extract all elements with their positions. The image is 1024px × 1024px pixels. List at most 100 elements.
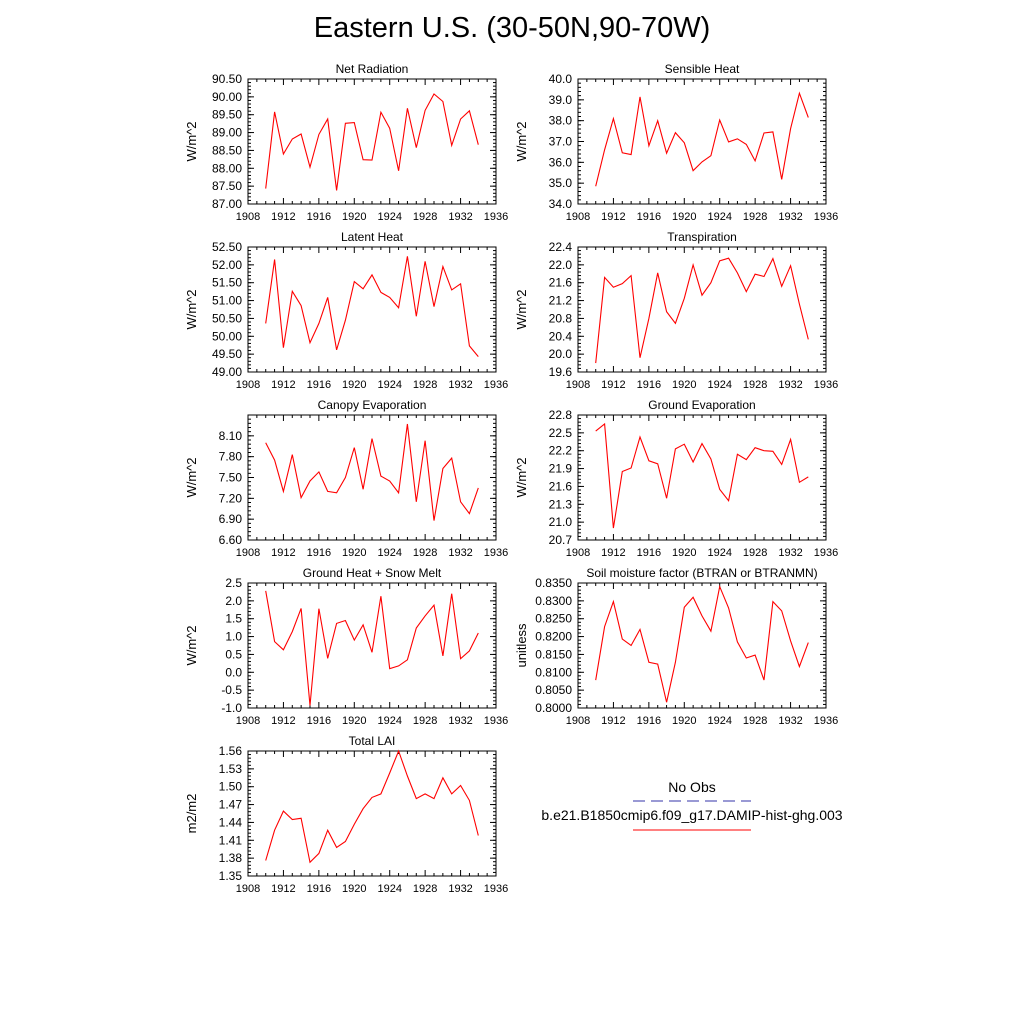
data-point [353, 121, 355, 123]
data-point [442, 265, 444, 267]
panel-title: Net Radiation [336, 62, 409, 76]
y-tick-label: 1.56 [219, 744, 243, 758]
data-point [300, 304, 302, 306]
data-point [477, 144, 479, 146]
y-axis-label: m2/m2 [184, 794, 199, 834]
data-point [406, 255, 408, 257]
data-point [291, 138, 293, 140]
data-point [710, 458, 712, 460]
data-point [754, 447, 756, 449]
panel-title: Canopy Evaporation [318, 398, 427, 412]
x-tick-label: 1936 [484, 547, 508, 559]
data-point [424, 260, 426, 262]
data-point [683, 606, 685, 608]
x-tick-label: 1924 [377, 883, 401, 895]
data-point [612, 527, 614, 529]
data-point [451, 793, 453, 795]
data-point [603, 423, 605, 425]
data-point [710, 282, 712, 284]
data-point [763, 679, 765, 681]
data-point [648, 317, 650, 319]
series-line-canopy-evaporation [265, 423, 479, 521]
data-point [621, 152, 623, 154]
y-tick-label: 7.80 [219, 450, 243, 464]
data-point [433, 797, 435, 799]
x-tick-label: 1932 [448, 547, 472, 559]
data-point [674, 448, 676, 450]
x-tick-label: 1916 [637, 715, 661, 727]
x-tick-label: 1932 [778, 547, 802, 559]
data-point [754, 654, 756, 656]
y-tick-label: 51.50 [212, 276, 242, 290]
data-point [630, 153, 632, 155]
x-tick-label: 1928 [743, 379, 767, 391]
data-point [674, 661, 676, 663]
data-point [380, 291, 382, 293]
data-point [335, 349, 337, 351]
x-tick-label: 1932 [778, 211, 802, 223]
plot-frame [577, 414, 827, 541]
data-point [665, 701, 667, 703]
data-point [362, 624, 364, 626]
data-point [291, 818, 293, 820]
x-tick-label: 1908 [566, 211, 590, 223]
panel-title: Latent Heat [341, 230, 404, 244]
data-point [701, 442, 703, 444]
data-point [389, 127, 391, 129]
data-point [451, 457, 453, 459]
x-tick-label: 1920 [342, 547, 366, 559]
x-tick-label: 1920 [342, 379, 366, 391]
data-point [371, 159, 373, 161]
y-tick-label: 38.0 [549, 114, 573, 128]
data-point [719, 119, 721, 121]
data-point [442, 467, 444, 469]
x-tick-label: 1932 [778, 379, 802, 391]
y-axis-label: W/m^2 [184, 625, 199, 665]
data-point [745, 143, 747, 145]
data-point [397, 307, 399, 309]
x-tick-label: 1936 [484, 883, 508, 895]
data-point [380, 475, 382, 477]
data-point [433, 305, 435, 307]
data-point [389, 480, 391, 482]
y-tick-label: 89.00 [212, 126, 242, 140]
chart-panel-sensible-heat: Sensible Heat W/m^2 1908 1912 1916 1920 1924 19… [514, 62, 838, 223]
x-tick-label: 1908 [566, 547, 590, 559]
data-point [763, 450, 765, 452]
data-point [273, 111, 275, 113]
data-point [763, 275, 765, 277]
data-point [630, 644, 632, 646]
data-point [433, 519, 435, 521]
y-tick-label: 88.00 [212, 161, 242, 175]
x-tick-label: 1912 [271, 715, 295, 727]
x-tick-label: 1936 [814, 547, 838, 559]
data-point [265, 590, 267, 592]
x-tick-label: 1928 [413, 547, 437, 559]
data-point [630, 274, 632, 276]
y-axis-label: W/m^2 [514, 289, 529, 329]
y-tick-label: 88.50 [212, 143, 242, 157]
data-point [335, 622, 337, 624]
x-tick-label: 1932 [448, 379, 472, 391]
data-point [468, 799, 470, 801]
chart-panel-canopy-evaporation: Canopy Evaporation W/m^2 1908 1912 1916 1920 1… [184, 398, 508, 559]
x-tick-label: 1920 [672, 547, 696, 559]
data-point [318, 133, 320, 135]
data-point [621, 470, 623, 472]
data-point [657, 119, 659, 121]
data-point [451, 144, 453, 146]
data-point [701, 615, 703, 617]
y-axis-label: W/m^2 [514, 121, 529, 161]
panel-title: Ground Heat + Snow Melt [303, 566, 442, 580]
series-line-sensible-heat [595, 91, 809, 187]
data-point [621, 638, 623, 640]
data-point [648, 460, 650, 462]
y-tick-label: 39.0 [549, 93, 573, 107]
x-tick-label: 1924 [377, 379, 401, 391]
data-point [459, 283, 461, 285]
data-point [406, 423, 408, 425]
data-point [282, 153, 284, 155]
data-point [807, 338, 809, 340]
x-tick-label: 1916 [307, 547, 331, 559]
legend-label-model-run: b.e21.B1850cmip6.f09_g17.DAMIP-hist-ghg.… [541, 807, 842, 823]
